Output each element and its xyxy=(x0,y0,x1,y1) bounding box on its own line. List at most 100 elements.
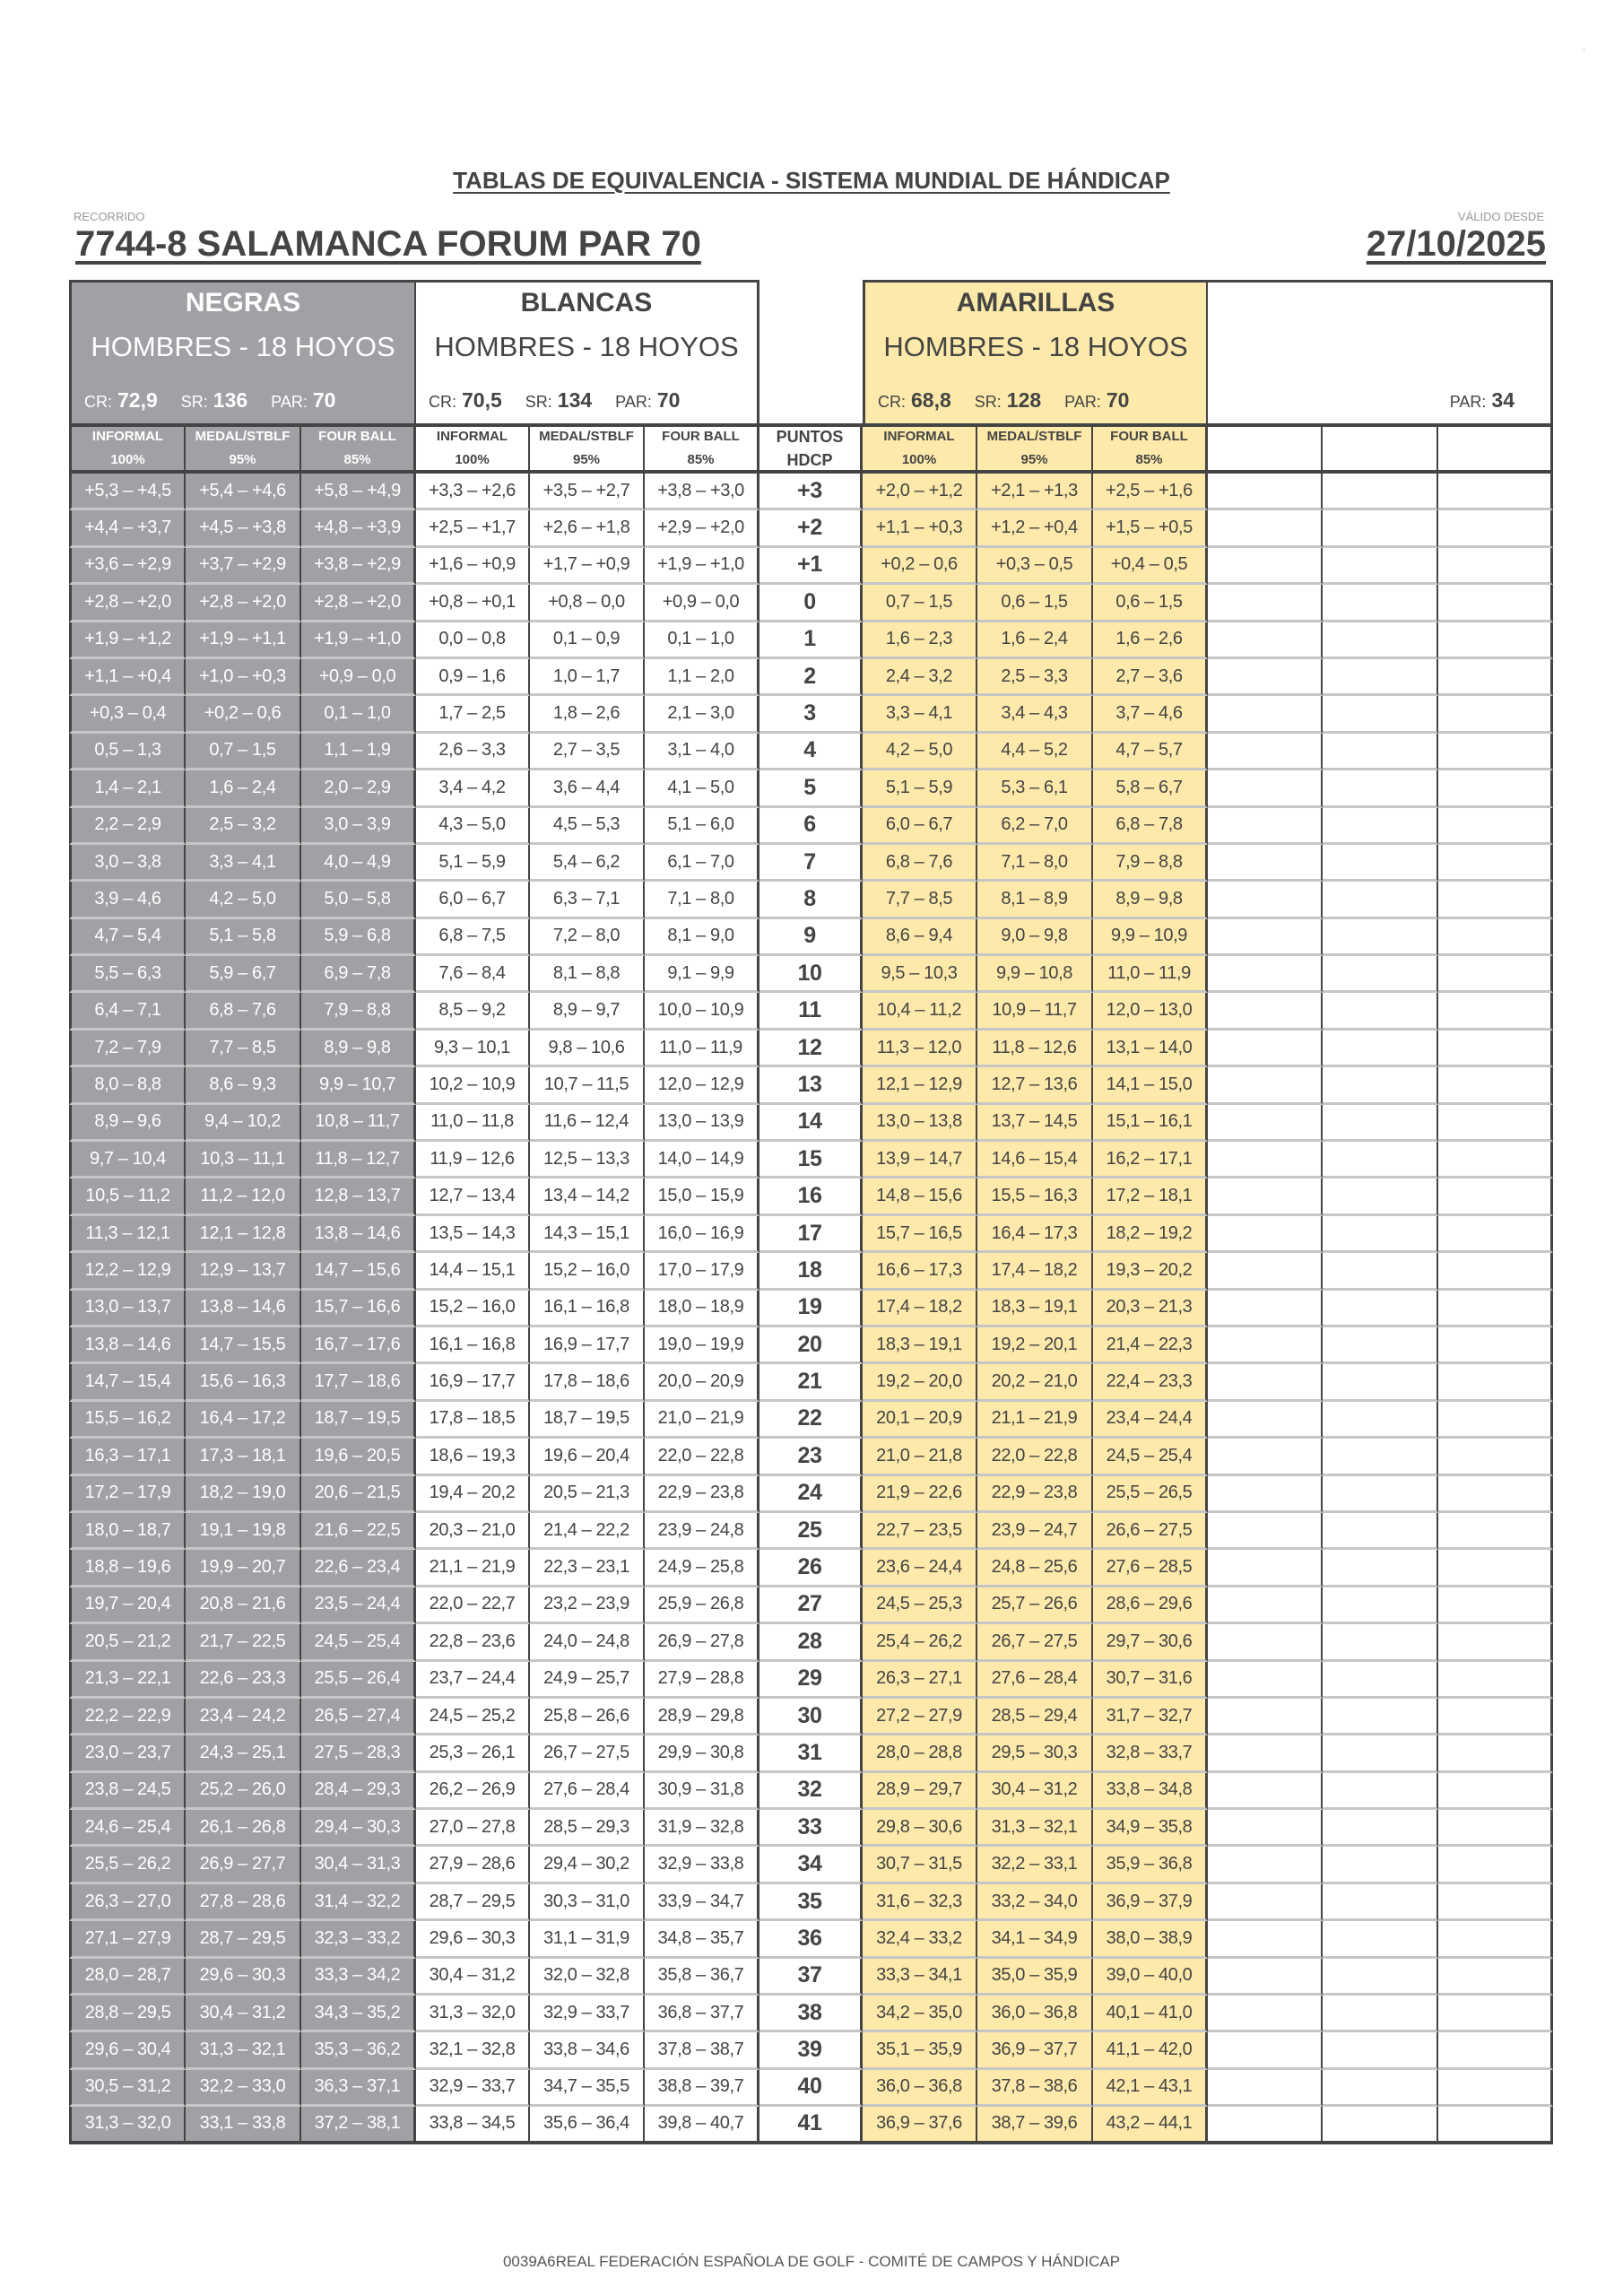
table-row: 30,5 – 31,2 32,2 – 33,0 36,3 – 37,1 32,9 – … xyxy=(69,2069,1553,2108)
range-cell-blancas: 27,6 – 28,4 xyxy=(530,1772,645,1811)
range-cell-negras: +1,9 – +1,0 xyxy=(301,622,416,659)
range-cell-amarillas: 17,4 – 18,2 xyxy=(863,1290,977,1327)
table-row: 28,8 – 29,5 30,4 – 31,2 34,3 – 35,2 31,3 – … xyxy=(69,1996,1553,2033)
column-header-amarillas: INFORMAL 100% xyxy=(863,427,977,470)
range-cell-blancas: 5,4 – 6,2 xyxy=(530,844,645,883)
range-cell-negras: 26,3 – 27,0 xyxy=(69,1883,186,1922)
empty-cell xyxy=(1208,1550,1323,1587)
header-line: MEDAL/STBLF xyxy=(195,429,291,444)
range-cell-blancas: 4,3 – 5,0 xyxy=(416,807,530,845)
empty-cell xyxy=(1323,2107,1438,2144)
range-cell-amarillas: 7,1 – 8,0 xyxy=(977,844,1093,883)
empty-cell xyxy=(1208,2107,1323,2144)
table-row: 5,5 – 6,3 5,9 – 6,7 6,9 – 7,8 7,6 – 8,4 8,1 … xyxy=(69,956,1553,994)
recorrido-label: RECORRIDO xyxy=(74,210,145,223)
range-cell-negras: 22,6 – 23,4 xyxy=(301,1550,416,1587)
range-cell-amarillas: 29,8 – 30,6 xyxy=(863,1810,977,1848)
range-cell-amarillas: 21,4 – 22,3 xyxy=(1093,1326,1208,1365)
range-cell-negras: +5,3 – +4,5 xyxy=(69,474,186,511)
range-cell-blancas: 28,9 – 29,8 xyxy=(645,1698,759,1736)
empty-cell xyxy=(1438,918,1553,957)
range-cell-blancas: 32,9 – 33,8 xyxy=(645,1847,759,1884)
header-line: 85% xyxy=(1135,452,1163,467)
range-cell-blancas: 14,4 – 15,1 xyxy=(416,1253,530,1291)
range-cell-amarillas: 32,8 – 33,7 xyxy=(1093,1735,1208,1773)
range-cell-blancas: 18,6 – 19,3 xyxy=(416,1439,530,1476)
range-cell-amarillas: 21,9 – 22,6 xyxy=(863,1475,977,1513)
range-cell-amarillas: 29,5 – 30,3 xyxy=(977,1735,1093,1773)
range-cell-amarillas: +0,3 – 0,5 xyxy=(977,547,1093,586)
table-row: +2,8 – +2,0 +2,8 – +2,0 +2,8 – +2,0 +0,8 – … xyxy=(69,585,1553,622)
range-cell-amarillas: 14,6 – 15,4 xyxy=(977,1142,1093,1179)
range-cell-negras: 5,5 – 6,3 xyxy=(69,956,186,994)
range-cell-negras: 0,5 – 1,3 xyxy=(69,733,186,771)
range-cell-amarillas: 13,9 – 14,7 xyxy=(863,1142,977,1179)
range-cell-amarillas: +1,5 – +0,5 xyxy=(1093,510,1208,548)
hdcp-points-cell: 22 xyxy=(759,1401,863,1439)
range-cell-blancas: 20,0 – 20,9 xyxy=(645,1364,759,1402)
range-cell-negras: 37,2 – 38,1 xyxy=(301,2107,416,2144)
range-cell-amarillas: +1,1 – +0,3 xyxy=(863,510,977,548)
range-cell-negras: 19,7 – 20,4 xyxy=(69,1587,186,1625)
range-cell-amarillas: 9,9 – 10,9 xyxy=(1093,918,1208,957)
range-cell-blancas: 38,8 – 39,7 xyxy=(645,2069,759,2108)
valido-desde-label: VÁLIDO DESDE xyxy=(1457,210,1544,223)
range-cell-amarillas: 36,9 – 37,6 xyxy=(863,2107,977,2144)
range-cell-negras: 5,0 – 5,8 xyxy=(301,882,416,919)
empty-cell xyxy=(1323,1735,1438,1773)
range-cell-amarillas: 12,0 – 13,0 xyxy=(1093,993,1208,1031)
range-cell-negras: 31,3 – 32,0 xyxy=(69,2107,186,2144)
empty-cell xyxy=(1438,622,1553,659)
range-cell-blancas: 17,8 – 18,6 xyxy=(530,1364,645,1402)
empty-cell xyxy=(1438,1624,1553,1662)
column-header-empty xyxy=(1208,427,1323,470)
range-cell-amarillas: 31,6 – 32,3 xyxy=(863,1883,977,1922)
empty-cell xyxy=(1323,1958,1438,1996)
range-cell-blancas: 2,7 – 3,5 xyxy=(530,733,645,771)
range-cell-amarillas: 5,1 – 5,9 xyxy=(863,770,977,808)
range-cell-amarillas: 4,2 – 5,0 xyxy=(863,733,977,771)
range-cell-negras: 14,7 – 15,5 xyxy=(186,1326,301,1365)
range-cell-amarillas: 6,8 – 7,8 xyxy=(1093,807,1208,845)
range-cell-amarillas: 18,2 – 19,2 xyxy=(1093,1215,1208,1254)
range-cell-negras: 10,3 – 11,1 xyxy=(186,1142,301,1179)
range-cell-negras: 34,3 – 35,2 xyxy=(301,1996,416,2033)
range-cell-negras: 1,6 – 2,4 xyxy=(186,770,301,808)
table-row: 3,0 – 3,8 3,3 – 4,1 4,0 – 4,9 5,1 – 5,9 5,4 … xyxy=(69,844,1553,883)
range-cell-negras: +0,9 – 0,0 xyxy=(301,658,416,697)
empty-cell xyxy=(1323,1661,1438,1699)
range-cell-blancas: 14,0 – 14,9 xyxy=(645,1142,759,1179)
range-cell-negras: +3,6 – +2,9 xyxy=(69,547,186,586)
range-cell-amarillas: 36,0 – 36,8 xyxy=(863,2069,977,2108)
range-cell-amarillas: +0,4 – 0,5 xyxy=(1093,547,1208,586)
empty-cell xyxy=(1438,1847,1553,1884)
empty-cell xyxy=(1323,1883,1438,1922)
range-cell-amarillas: 16,6 – 17,3 xyxy=(863,1253,977,1291)
range-cell-amarillas: 18,3 – 19,1 xyxy=(977,1290,1093,1327)
range-cell-negras: 33,1 – 33,8 xyxy=(186,2107,301,2144)
hdcp-points-cell: 2 xyxy=(759,658,863,697)
table-row: 14,7 – 15,4 15,6 – 16,3 17,7 – 18,6 16,9 – … xyxy=(69,1364,1553,1402)
range-cell-blancas: 9,1 – 9,9 xyxy=(645,956,759,994)
range-cell-amarillas: 0,7 – 1,5 xyxy=(863,585,977,622)
range-cell-blancas: 29,9 – 30,8 xyxy=(645,1735,759,1773)
range-cell-negras: 6,9 – 7,8 xyxy=(301,956,416,994)
range-cell-blancas: 16,9 – 17,7 xyxy=(416,1364,530,1402)
range-cell-negras: 31,4 – 32,2 xyxy=(301,1883,416,1922)
table-row: 7,2 – 7,9 7,7 – 8,5 8,9 – 9,8 9,3 – 10,1 9,8… xyxy=(69,1030,1553,1068)
range-cell-amarillas: +2,5 – +1,6 xyxy=(1093,474,1208,511)
table-row: +4,4 – +3,7 +4,5 – +3,8 +4,8 – +3,9 +2,5 – … xyxy=(69,510,1553,548)
empty-cell xyxy=(1208,1475,1323,1513)
range-cell-blancas: 15,2 – 16,0 xyxy=(416,1290,530,1327)
range-cell-blancas: 18,0 – 18,9 xyxy=(645,1290,759,1327)
range-cell-negras: 17,7 – 18,6 xyxy=(301,1364,416,1402)
range-cell-blancas: 13,5 – 14,3 xyxy=(416,1215,530,1254)
range-cell-amarillas: 9,9 – 10,8 xyxy=(977,956,1093,994)
empty-cell xyxy=(1438,1178,1553,1216)
empty-cell xyxy=(1438,696,1553,734)
range-cell-blancas: 23,2 – 23,9 xyxy=(530,1587,645,1625)
range-cell-negras: 4,0 – 4,9 xyxy=(301,844,416,883)
empty-cell xyxy=(1438,510,1553,548)
range-cell-blancas: 9,8 – 10,6 xyxy=(530,1030,645,1068)
range-cell-amarillas: 24,8 – 25,6 xyxy=(977,1550,1093,1587)
